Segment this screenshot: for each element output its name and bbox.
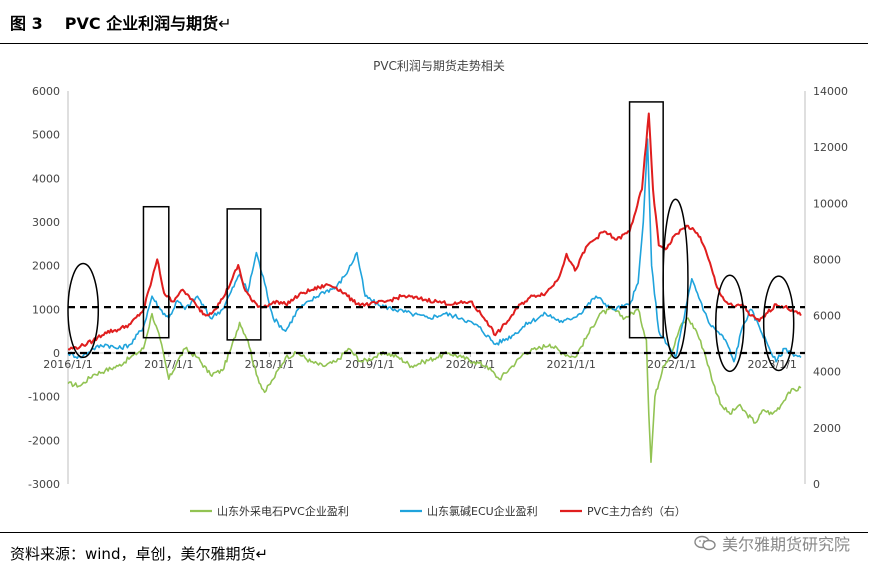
series-line-1: [67, 307, 802, 464]
x-tick-label: 2023/1/1: [748, 358, 797, 371]
highlight-ellipse: [662, 198, 689, 359]
series-line-2: [67, 138, 802, 363]
highlight-ellipse: [67, 262, 100, 359]
figure-title: PVC 企业利润与期货: [64, 14, 219, 33]
chart-title: PVC利润与期货走势相关: [373, 58, 505, 73]
y-right-tick-label: 4000: [813, 366, 841, 379]
y-left-tick-label: 3000: [32, 216, 60, 229]
x-tick-label: 2017/1/1: [144, 358, 193, 371]
highlight-rectangle: [142, 205, 170, 339]
source-text: 资料来源：wind，卓创，美尔雅期货: [10, 545, 256, 563]
series-group: [67, 112, 802, 464]
x-tick-label: 2019/1/1: [345, 358, 394, 371]
highlight-ellipse: [715, 274, 745, 373]
source-paragraph-mark: ↵: [255, 545, 269, 563]
legend-label-1: 山东外采电石PVC企业盈利: [217, 504, 349, 518]
y-left-tick-label: 6000: [32, 85, 60, 98]
x-tick-label: 2016/1/1: [43, 358, 92, 371]
y-left-tick-label: 5000: [32, 129, 60, 142]
x-tick-label: 2021/1/1: [546, 358, 595, 371]
y-right-tick-label: 0: [813, 478, 820, 491]
highlight-rectangle: [226, 208, 262, 341]
legend-label-2: 山东氯碱ECU企业盈利: [427, 504, 538, 518]
y-left-tick-label: 0: [53, 347, 60, 360]
watermark: 美尔雅期货研究院: [694, 531, 850, 555]
axes-group: -3000 -2000 -1000 0 1000 2000 3000 4000 5000 6000…: [28, 85, 848, 491]
paragraph-mark: ↵: [218, 14, 232, 33]
y-left-tick-label: -3000: [28, 478, 60, 491]
y-left-tick-label: 2000: [32, 260, 60, 273]
legend: 山东外采电石PVC企业盈利 山东氯碱ECU企业盈利 PVC主力合约（右）: [190, 504, 686, 518]
y-right-tick-label: 8000: [813, 253, 841, 266]
pvc-profit-futures-chart: PVC利润与期货走势相关 -3000 -2000 -1000 0 1000 2000 300…: [28, 58, 848, 518]
y-right-tick-label: 6000: [813, 310, 841, 323]
source-note: 资料来源：wind，卓创，美尔雅期货↵: [10, 543, 268, 564]
highlight-group: [67, 101, 805, 373]
y-right-tick-label: 2000: [813, 422, 841, 435]
y-right-tick-label: 14000: [813, 85, 848, 98]
figure-number: 图 3: [10, 14, 43, 33]
highlight-rectangle: [628, 101, 664, 339]
y-right-tick-label: 12000: [813, 141, 848, 154]
legend-label-3: PVC主力合约（右）: [587, 504, 686, 518]
bottom-rule: [0, 532, 868, 533]
highlight-ellipse: [762, 275, 795, 372]
x-tick-label: 2018/1/1: [245, 358, 294, 371]
figure-heading: 图 3 PVC 企业利润与期货↵: [10, 10, 232, 34]
y-right-tick-label: 10000: [813, 197, 848, 210]
watermark-text: 美尔雅期货研究院: [721, 535, 850, 554]
series-line-3: [67, 112, 802, 351]
top-rule: [0, 43, 868, 44]
x-tick-label: 2020/1/1: [446, 358, 495, 371]
y-left-tick-label: -2000: [28, 434, 60, 447]
y-left-tick-label: 1000: [32, 303, 60, 316]
y-left-tick-label: -1000: [28, 391, 60, 404]
y-left-tick-label: 4000: [32, 172, 60, 185]
x-tick-label: 2022/1/1: [647, 358, 696, 371]
wechat-icon: [694, 535, 716, 551]
